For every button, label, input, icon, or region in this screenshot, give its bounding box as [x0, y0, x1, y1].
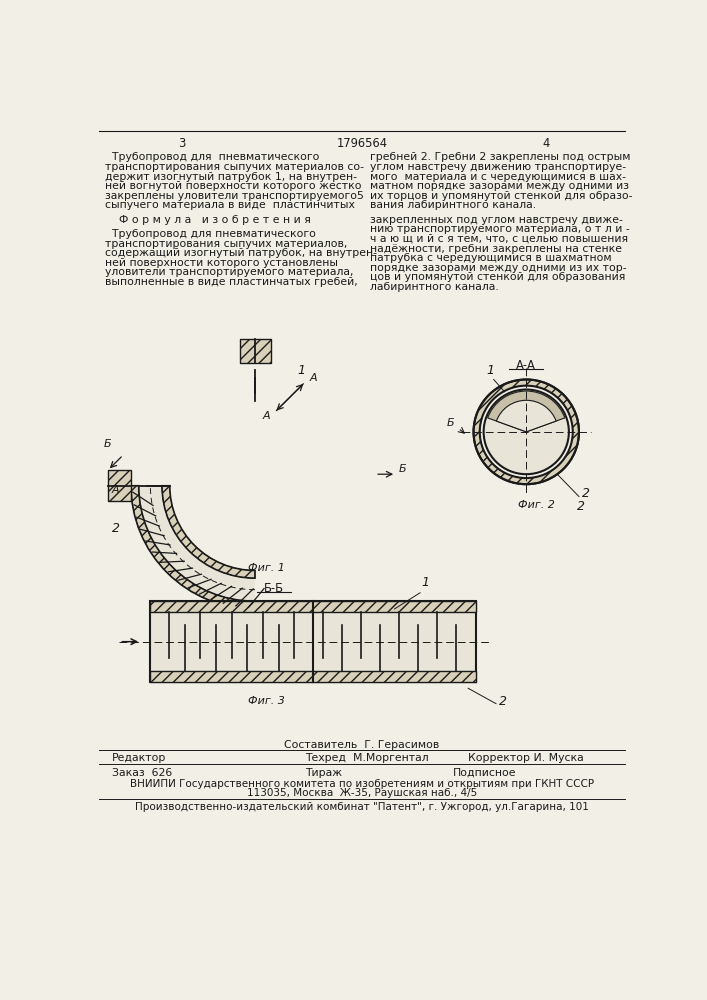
Text: Б: Б [446, 418, 454, 428]
Text: Составитель  Г. Герасимов: Составитель Г. Герасимов [284, 740, 440, 750]
Text: 113035, Москва  Ж-35, Раушская наб., 4/5: 113035, Москва Ж-35, Раушская наб., 4/5 [247, 788, 477, 798]
Text: уловители транспортируемого материала,: уловители транспортируемого материала, [105, 267, 354, 277]
Circle shape [484, 389, 569, 474]
Text: лабиринтного канала.: лабиринтного канала. [370, 282, 499, 292]
Text: А-А: А-А [516, 359, 536, 372]
Text: Производственно-издательский комбинат "Патент", г. Ужгород, ул.Гагарина, 101: Производственно-издательский комбинат "П… [135, 802, 589, 812]
Text: 1: 1 [421, 576, 430, 589]
Text: углом навстречу движению транспортируе-: углом навстречу движению транспортируе- [370, 162, 626, 172]
Wedge shape [488, 391, 565, 432]
Text: надёжности, гребни закреплены на стенке: надёжности, гребни закреплены на стенке [370, 244, 622, 254]
Text: их торцов и упомянутой стенкой для образо-: их торцов и упомянутой стенкой для образ… [370, 191, 633, 201]
Text: 2: 2 [582, 487, 590, 500]
Text: транспортирования сыпучих материалов,: транспортирования сыпучих материалов, [105, 239, 348, 249]
Text: содержащий изогнутый патрубок, на внутрен-: содержащий изогнутый патрубок, на внутре… [105, 248, 378, 258]
Text: 2: 2 [112, 522, 119, 535]
Text: вания лабиринтного канала.: вания лабиринтного канала. [370, 200, 537, 210]
Wedge shape [474, 379, 579, 484]
Bar [107, 470, 131, 501]
Text: ней вогнутой поверхности которого жестко: ней вогнутой поверхности которого жестко [105, 181, 362, 191]
Text: Б: Б [104, 439, 112, 449]
Text: закрепленных под углом навстречу движе-: закрепленных под углом навстречу движе- [370, 215, 624, 225]
Text: Редактор: Редактор [112, 753, 166, 763]
Text: цов и упомянутой стенкой для образования: цов и упомянутой стенкой для образования [370, 272, 626, 282]
Bar [151, 601, 476, 682]
Text: 1: 1 [298, 364, 305, 377]
Bar [151, 601, 476, 612]
Text: Б-Б: Б-Б [264, 582, 284, 595]
Text: сыпучего материала в виде  пластинчитых: сыпучего материала в виде пластинчитых [105, 200, 356, 210]
Text: Трубопровод для пневматического: Трубопровод для пневматического [105, 229, 316, 239]
Text: 5: 5 [356, 191, 363, 201]
Text: Корректор И. Муска: Корректор И. Муска [468, 753, 584, 763]
Bar [151, 671, 476, 682]
Bar [240, 339, 271, 363]
Wedge shape [162, 486, 255, 578]
Text: транспортирования сыпучих материалов со-: транспортирования сыпучих материалов со- [105, 162, 364, 172]
Wedge shape [496, 400, 556, 432]
Text: выполненные в виде пластинчатых гребей,: выполненные в виде пластинчатых гребей, [105, 277, 358, 287]
Bar [107, 470, 131, 501]
Text: Б: Б [398, 464, 406, 474]
Text: Ф о р м у л а   и з о б р е т е н и я: Ф о р м у л а и з о б р е т е н и я [119, 215, 311, 225]
Text: ней поверхности которого установлены: ней поверхности которого установлены [105, 258, 339, 268]
Text: 1796564: 1796564 [337, 137, 387, 150]
Text: 4: 4 [542, 137, 549, 150]
Text: нию транспортируемого материала, о т л и -: нию транспортируемого материала, о т л и… [370, 224, 630, 234]
Text: держит изогнутый патрубок 1, на внутрен-: держит изогнутый патрубок 1, на внутрен- [105, 172, 358, 182]
Text: Техред  М.Моргентал: Техред М.Моргентал [305, 753, 429, 763]
Text: матном порядке зазорами между одними из: матном порядке зазорами между одними из [370, 181, 629, 191]
Text: гребней 2. Гребни 2 закреплены под острым: гребней 2. Гребни 2 закреплены под остры… [370, 152, 631, 162]
Bar [240, 339, 271, 363]
Text: А: А [263, 411, 271, 421]
Text: Заказ  626: Заказ 626 [112, 768, 172, 778]
Text: 1: 1 [486, 364, 494, 377]
Text: ч а ю щ и й с я тем, что, с целью повышения: ч а ю щ и й с я тем, что, с целью повыше… [370, 234, 629, 244]
Text: патрубка с чередующимися в шахматном: патрубка с чередующимися в шахматном [370, 253, 612, 263]
Text: Подписное: Подписное [452, 768, 516, 778]
Wedge shape [131, 486, 255, 609]
Text: Фиг. 2: Фиг. 2 [518, 500, 556, 510]
Text: Трубопровод для  пневматического: Трубопровод для пневматического [105, 152, 320, 162]
Text: А: А [309, 373, 317, 383]
Text: порядке зазорами между одними из их тор-: порядке зазорами между одними из их тор- [370, 263, 627, 273]
Text: Фиг. 3: Фиг. 3 [248, 696, 285, 706]
Text: ВНИИПИ Государственного комитета по изобретениям и открытиям при ГКНТ СССР: ВНИИПИ Государственного комитета по изоб… [130, 779, 594, 789]
Text: 3: 3 [177, 137, 185, 150]
Text: 2: 2 [577, 500, 585, 513]
Bar [151, 601, 476, 612]
Text: закреплены уловители транспортируемого: закреплены уловители транспортируемого [105, 191, 358, 201]
Wedge shape [131, 486, 255, 609]
Text: А: А [112, 485, 119, 495]
Text: Тираж: Тираж [305, 768, 342, 778]
Text: 2: 2 [499, 695, 507, 708]
Bar [151, 671, 476, 682]
Text: мого  материала и с чередующимися в шах-: мого материала и с чередующимися в шах- [370, 172, 626, 182]
Text: Фиг. 1: Фиг. 1 [248, 563, 285, 573]
